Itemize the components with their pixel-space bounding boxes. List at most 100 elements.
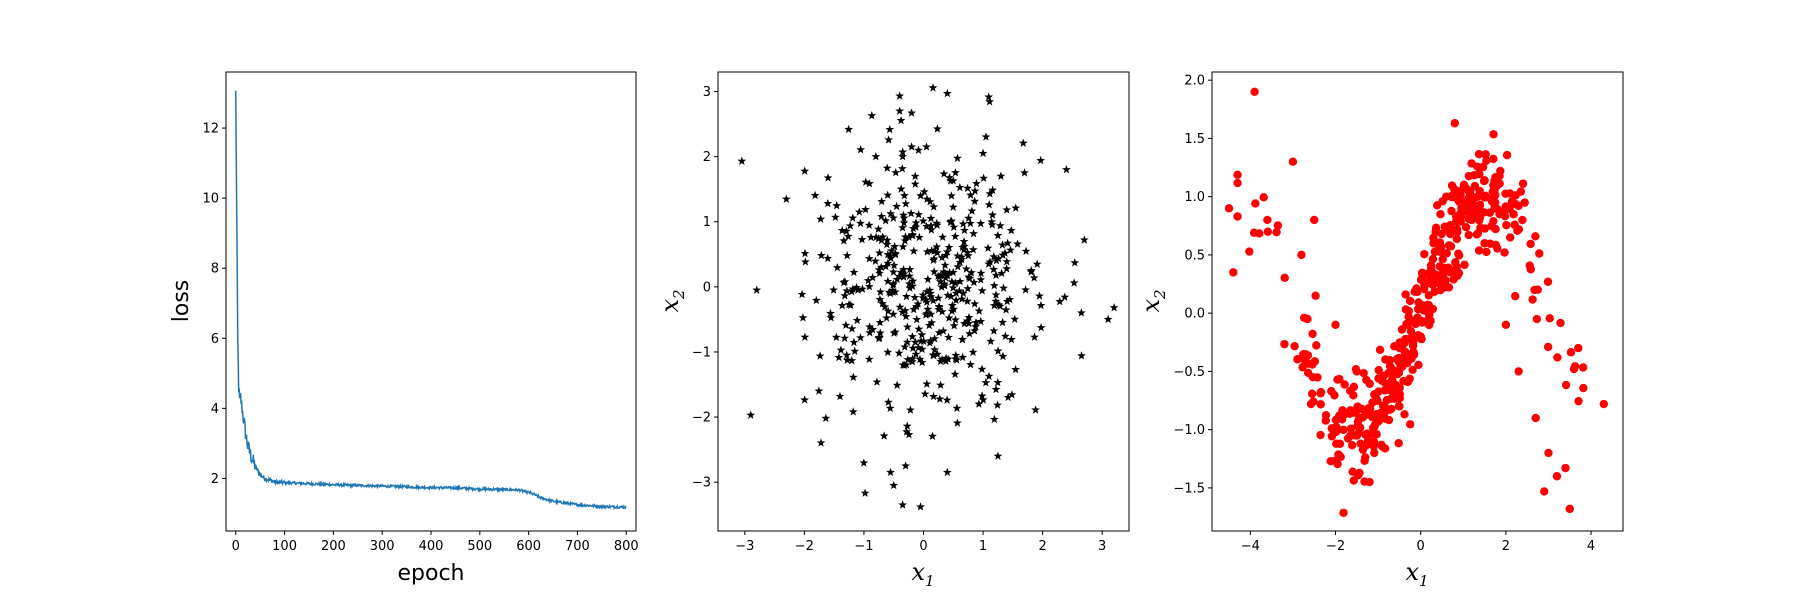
gaussian-point: [798, 313, 808, 322]
gaussian-point: [969, 277, 979, 287]
x-tick-label: −2: [1326, 539, 1345, 554]
gaussian-point: [781, 194, 791, 203]
gaussian-point: [907, 142, 916, 151]
y-tick-label: −3: [692, 476, 711, 491]
x-tick-label: 2: [1502, 539, 1510, 554]
gaussian-point: [981, 378, 991, 387]
gaussian-point: [986, 336, 996, 346]
gaussian-point: [997, 268, 1007, 278]
gaussian-point: [911, 218, 921, 227]
gaussian-point: [951, 354, 960, 363]
gaussian-point: [922, 297, 932, 306]
gaussian-point: [911, 337, 920, 347]
sine-scatter-x-ticks: −4 −2 0 2 4: [1241, 531, 1595, 554]
gaussian-point: [914, 210, 924, 219]
gaussian-point: [884, 287, 894, 296]
sine-point: [1394, 368, 1404, 377]
gaussian-point: [832, 201, 842, 210]
sine-point: [1426, 261, 1436, 270]
gaussian-point: [826, 313, 836, 322]
gaussian-point: [943, 354, 953, 363]
sine-point: [1447, 206, 1456, 216]
gaussian-point: [840, 333, 850, 342]
sine-point: [1447, 192, 1457, 202]
gaussian-point: [884, 397, 893, 406]
y-tick-label: 3: [703, 85, 711, 100]
gaussian-point: [831, 332, 841, 342]
gaussian-point: [1069, 278, 1079, 287]
sine-point: [1400, 410, 1409, 419]
gaussian-point: [977, 364, 987, 373]
gaussian-point: [912, 314, 922, 324]
gaussian-point: [1029, 273, 1039, 282]
gaussian-point: [882, 313, 891, 322]
sine-point: [1425, 310, 1434, 320]
gaussian-point: [737, 156, 747, 165]
gaussian-point: [876, 287, 885, 296]
sine-point: [1570, 362, 1580, 371]
gaussian-point: [939, 267, 949, 276]
sine-point: [1428, 254, 1438, 264]
gaussian-point: [932, 218, 942, 228]
gaussian-point: [937, 282, 946, 291]
gaussian-point: [998, 250, 1008, 259]
gaussian-point: [951, 278, 960, 287]
gaussian-point: [1001, 331, 1010, 340]
gaussian-point: [918, 290, 928, 299]
sine-point: [1376, 408, 1386, 417]
gaussian-point: [1031, 405, 1040, 414]
gaussian-point: [929, 254, 939, 263]
gaussian-point: [800, 248, 810, 258]
gaussian-scatter-x-ticks: −3 −2 −1 0 1 2 3: [735, 531, 1106, 554]
sine-point: [1316, 387, 1326, 397]
gaussian-point: [1055, 296, 1065, 306]
gaussian-point: [871, 232, 881, 242]
gaussian-point: [922, 194, 932, 203]
gaussian-point: [984, 371, 994, 381]
gaussian-point: [746, 410, 756, 419]
gaussian-point: [905, 283, 915, 292]
gaussian-point: [886, 467, 895, 477]
sine-point: [1532, 314, 1542, 324]
y-tick-label: 2: [703, 150, 711, 165]
gaussian-point: [908, 343, 918, 353]
gaussian-point: [846, 300, 856, 309]
sine-point: [1401, 290, 1410, 299]
gaussian-point: [998, 351, 1008, 361]
gaussian-point: [927, 318, 937, 327]
gaussian-scatter-y-ticks: −3 −2 −1 0 1 2 3: [692, 85, 718, 491]
sine-point: [1250, 87, 1259, 97]
gaussian-point: [929, 202, 939, 211]
gaussian-point: [898, 307, 907, 316]
gaussian-point: [1070, 258, 1080, 267]
gaussian-point: [928, 296, 938, 305]
sine-point: [1401, 305, 1411, 314]
sine-point: [1365, 379, 1374, 389]
sine-point: [1472, 202, 1481, 212]
gaussian-point: [847, 324, 857, 333]
gaussian-point: [979, 173, 988, 182]
sine-scatter-x-label-main: x: [1405, 558, 1419, 586]
sine-point: [1354, 428, 1364, 438]
gaussian-point: [895, 302, 905, 311]
gaussian-point: [848, 372, 858, 382]
gaussian-point: [928, 83, 938, 92]
gaussian-point: [883, 250, 893, 259]
gaussian-point: [935, 277, 945, 286]
sine-point: [1308, 329, 1317, 339]
x-tick-label: 3: [1098, 539, 1106, 554]
sine-point: [1297, 250, 1306, 260]
sine-point: [1299, 313, 1309, 322]
gaussian-point: [856, 333, 865, 342]
sine-point: [1259, 193, 1268, 202]
gaussian-point: [888, 280, 898, 289]
gaussian-point: [996, 171, 1006, 180]
sine-point: [1561, 380, 1571, 390]
x-tick-label: 4: [1587, 539, 1595, 554]
gaussian-point: [901, 311, 911, 321]
sine-point: [1346, 431, 1355, 440]
sine-point: [1543, 342, 1553, 352]
gaussian-point: [989, 414, 999, 424]
sine-point: [1480, 176, 1489, 185]
gaussian-point: [993, 451, 1003, 460]
